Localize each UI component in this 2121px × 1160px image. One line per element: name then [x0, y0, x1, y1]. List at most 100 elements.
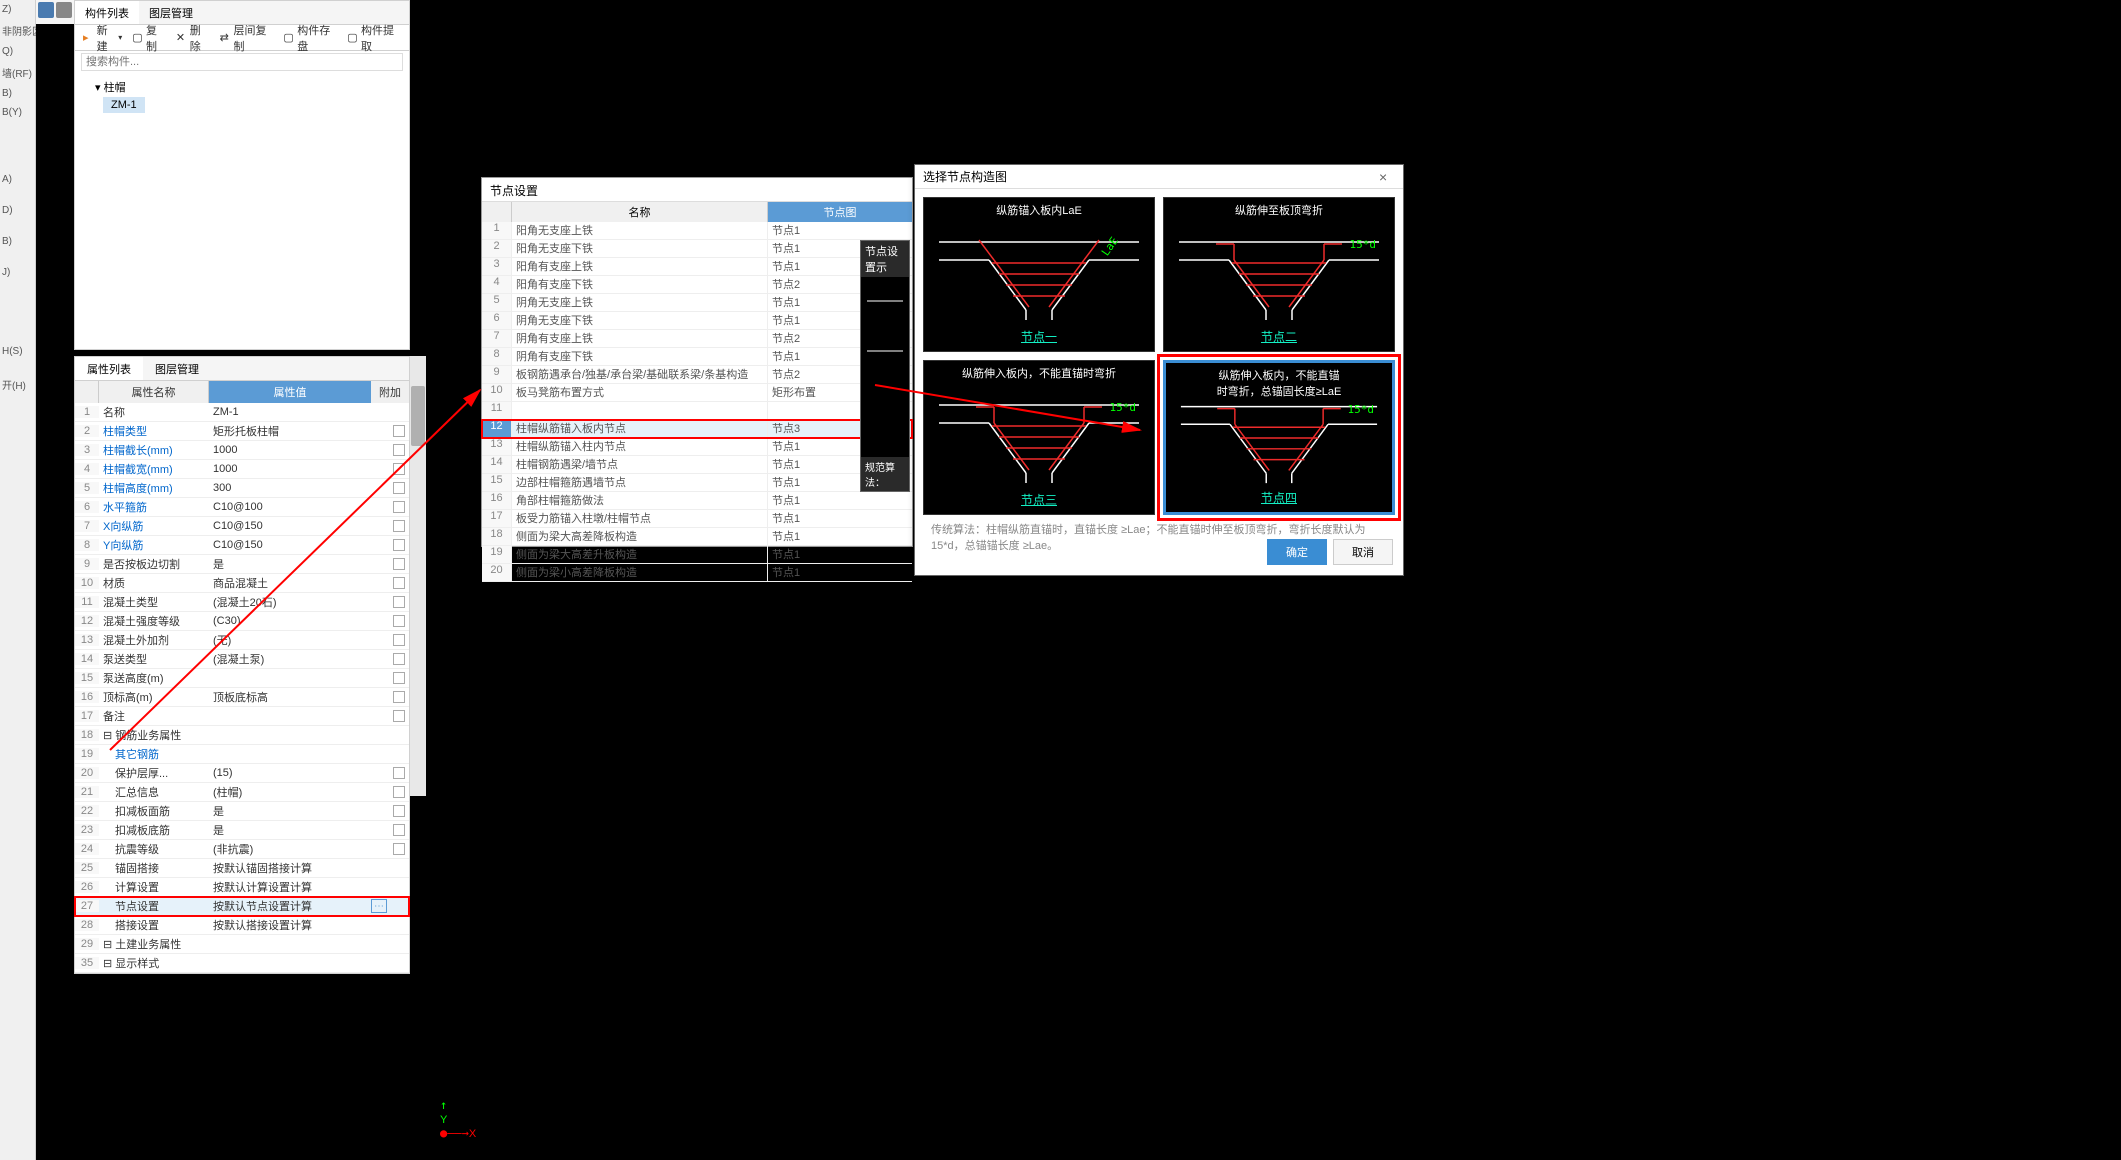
row-value[interactable]: 顶板底标高 — [209, 689, 389, 705]
row-value[interactable]: C10@100 — [209, 501, 389, 513]
checkbox[interactable] — [393, 444, 405, 456]
prop-row-1[interactable]: 1名称ZM-1 — [75, 403, 409, 422]
prop-row-9[interactable]: 9是否按板边切割是 — [75, 555, 409, 574]
node-row-9[interactable]: 9板钢筋遇承台/独基/承台梁/基础联系梁/条基构造节点2 — [482, 366, 912, 384]
checkbox[interactable] — [393, 653, 405, 665]
diagram-option-2[interactable]: 纵筋伸至板顶弯折15*d节点二 — [1163, 197, 1395, 352]
node-row-3[interactable]: 3阳角有支座上铁节点1 — [482, 258, 912, 276]
row-value[interactable]: (柱帽) — [209, 784, 389, 800]
left-tab-21[interactable]: 开(H) — [0, 373, 36, 396]
row-value[interactable]: (混凝土泵) — [209, 651, 389, 667]
top-icon-grid[interactable] — [56, 2, 72, 18]
prop-row-23[interactable]: 23扣减板底筋是 — [75, 821, 409, 840]
node-row-16[interactable]: 16角部柱帽箍筋做法节点1 — [482, 492, 912, 510]
row-diagram[interactable]: 节点1 — [768, 564, 912, 581]
prop-row-27[interactable]: 27节点设置按默认节点设置计算⋯ — [75, 897, 409, 916]
node-row-10[interactable]: 10板马凳筋布置方式矩形布置 — [482, 384, 912, 402]
node-row-14[interactable]: 14柱帽钢筋遇梁/墙节点节点1 — [482, 456, 912, 474]
checkbox[interactable] — [393, 672, 405, 684]
prop-row-7[interactable]: 7X向纵筋C10@150 — [75, 517, 409, 536]
prop-row-26[interactable]: 26计算设置按默认计算设置计算 — [75, 878, 409, 897]
row-value[interactable]: (非抗震) — [209, 841, 389, 857]
prop-row-17[interactable]: 17备注 — [75, 707, 409, 726]
row-value[interactable]: 商品混凝土 — [209, 575, 389, 591]
left-tab-8[interactable] — [0, 162, 36, 170]
tree-root-node[interactable]: ▾ 柱帽 — [83, 77, 401, 97]
row-value[interactable]: ZM-1 — [209, 406, 389, 418]
row-value[interactable]: 是 — [209, 803, 389, 819]
checkbox[interactable] — [393, 710, 405, 722]
row-value[interactable]: 按默认节点设置计算⋯ — [209, 898, 389, 914]
copy-button[interactable]: ▢ 复制 — [128, 20, 170, 56]
row-value[interactable]: (无) — [209, 632, 389, 648]
row-value[interactable]: (15) — [209, 767, 389, 779]
checkbox[interactable] — [393, 501, 405, 513]
row-diagram[interactable]: 节点1 — [768, 546, 912, 563]
row-value[interactable]: 按默认搭接设置计算 — [209, 917, 389, 933]
search-input[interactable] — [81, 53, 403, 71]
left-tab-11[interactable]: D) — [0, 201, 36, 220]
left-tab-3[interactable]: 墙(RF) — [0, 61, 36, 84]
node-row-17[interactable]: 17板受力筋锚入柱墩/柱帽节点节点1 — [482, 510, 912, 528]
left-tab-0[interactable]: Z) — [0, 0, 36, 19]
left-tab-4[interactable]: B) — [0, 84, 36, 103]
left-tab-1[interactable]: 非阴影区(Z) — [0, 19, 36, 42]
prop-row-29[interactable]: 29⊟ 土建业务属性 — [75, 935, 409, 954]
diagram-option-4[interactable]: 纵筋伸入板内，不能直锚 时弯折，总锚固长度≥LaE15*d节点四 — [1163, 360, 1395, 515]
tree-child-node[interactable]: ZM-1 — [103, 97, 145, 113]
scrollbar-thumb[interactable] — [411, 386, 425, 446]
row-value[interactable]: 按默认计算设置计算 — [209, 879, 389, 895]
row-value[interactable]: 按默认锚固搭接计算 — [209, 860, 389, 876]
node-row-7[interactable]: 7阴角有支座上铁节点2 — [482, 330, 912, 348]
prop-row-8[interactable]: 8Y向纵筋C10@150 — [75, 536, 409, 555]
checkbox[interactable] — [393, 596, 405, 608]
left-tab-5[interactable]: B(Y) — [0, 103, 36, 122]
row-diagram[interactable]: 节点1 — [768, 492, 912, 509]
prop-row-10[interactable]: 10材质商品混凝土 — [75, 574, 409, 593]
checkbox[interactable] — [393, 786, 405, 798]
checkbox[interactable] — [393, 463, 405, 475]
prop-row-12[interactable]: 12混凝土强度等级(C30) — [75, 612, 409, 631]
checkbox[interactable] — [393, 824, 405, 836]
checkbox[interactable] — [393, 805, 405, 817]
prop-row-4[interactable]: 4柱帽截宽(mm)1000 — [75, 460, 409, 479]
checkbox[interactable] — [393, 691, 405, 703]
prop-row-13[interactable]: 13混凝土外加剂(无) — [75, 631, 409, 650]
diagram-option-3[interactable]: 纵筋伸入板内，不能直锚时弯折15*d节点三 — [923, 360, 1155, 515]
new-button[interactable]: ▸ 新建 ▾ — [79, 20, 126, 56]
node-row-6[interactable]: 6阴角无支座下铁节点1 — [482, 312, 912, 330]
prop-row-35[interactable]: 35⊟ 显示样式 — [75, 954, 409, 973]
row-value[interactable]: 是 — [209, 822, 389, 838]
node-row-19[interactable]: 19侧面为梁大高差升板构造节点1 — [482, 546, 912, 564]
prop-row-14[interactable]: 14泵送类型(混凝土泵) — [75, 650, 409, 669]
node-row-8[interactable]: 8阴角有支座下铁节点1 — [482, 348, 912, 366]
prop-row-18[interactable]: 18⊟ 钢筋业务属性 — [75, 726, 409, 745]
left-tab-2[interactable]: Q) — [0, 42, 36, 61]
row-value[interactable]: (混凝土20石) — [209, 594, 389, 610]
row-value[interactable]: (C30) — [209, 615, 389, 627]
row-value[interactable]: C10@150 — [209, 539, 389, 551]
node-row-1[interactable]: 1阳角无支座上铁节点1 — [482, 222, 912, 240]
checkbox[interactable] — [393, 539, 405, 551]
prop-row-11[interactable]: 11混凝土类型(混凝土20石) — [75, 593, 409, 612]
row-value[interactable]: 1000 — [209, 463, 389, 475]
node-row-12[interactable]: 12柱帽纵筋锚入板内节点节点3⋯ — [482, 420, 912, 438]
layer-copy-button[interactable]: ⇄ 层间复制 — [216, 20, 278, 56]
node-row-2[interactable]: 2阳角无支座下铁节点1 — [482, 240, 912, 258]
checkbox[interactable] — [393, 767, 405, 779]
row-value[interactable]: C10@150 — [209, 520, 389, 532]
prop-row-20[interactable]: 20保护层厚...(15) — [75, 764, 409, 783]
ok-button[interactable]: 确定 — [1267, 539, 1327, 565]
prop-row-22[interactable]: 22扣减板面筋是 — [75, 802, 409, 821]
checkbox[interactable] — [393, 558, 405, 570]
row-diagram[interactable]: 节点1 — [768, 510, 912, 527]
save-button[interactable]: ▢ 构件存盘 — [279, 20, 341, 56]
checkbox[interactable] — [393, 520, 405, 532]
node-row-11[interactable]: 11 — [482, 402, 912, 420]
prop-row-21[interactable]: 21汇总信息(柱帽) — [75, 783, 409, 802]
checkbox[interactable] — [393, 425, 405, 437]
left-tab-15[interactable]: J) — [0, 263, 36, 282]
node-row-15[interactable]: 15边部柱帽箍筋遇墙节点节点1 — [482, 474, 912, 492]
prop-row-25[interactable]: 25锚固搭接按默认锚固搭接计算 — [75, 859, 409, 878]
checkbox[interactable] — [393, 634, 405, 646]
